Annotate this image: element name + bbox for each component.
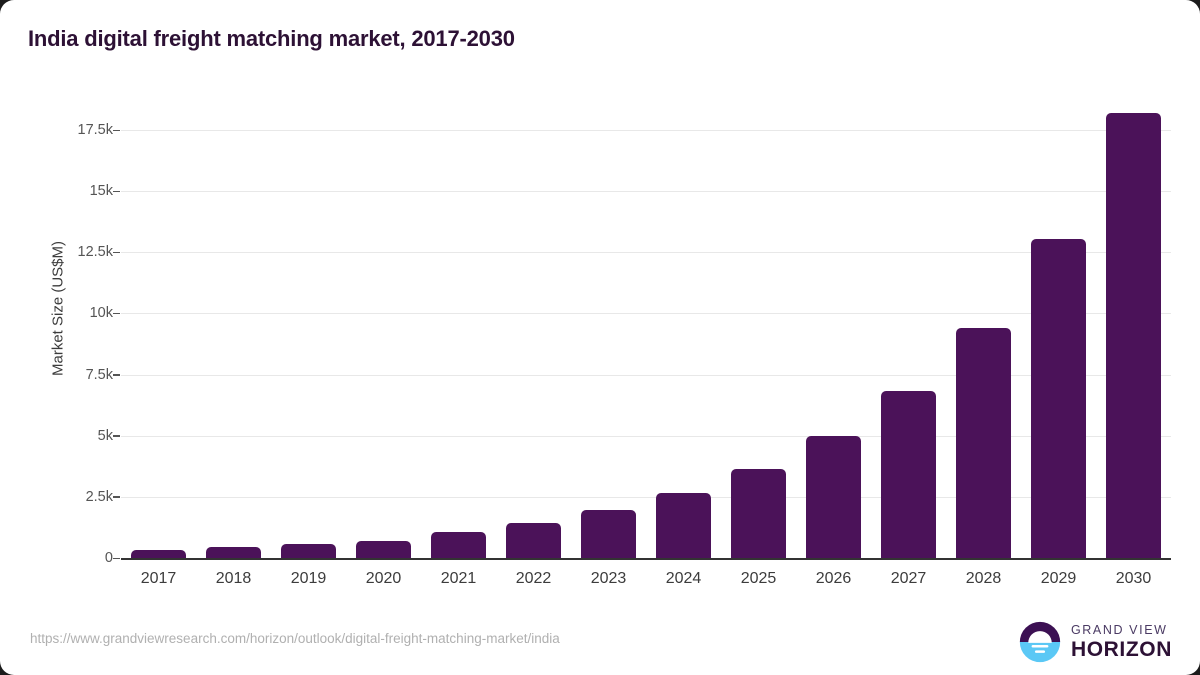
page-title: India digital freight matching market, 2… — [28, 26, 515, 51]
x-tick-label: 2028 — [965, 570, 1002, 587]
y-tick-label: 2.5k — [85, 488, 113, 505]
gridline — [121, 374, 1171, 376]
bar[interactable] — [206, 546, 261, 558]
horizon-logo-icon — [1019, 621, 1061, 663]
y-tick-label: 7.5k — [85, 366, 113, 383]
x-tick-label: 2022 — [515, 570, 552, 587]
y-tick-label: 17.5k — [77, 122, 113, 138]
gridline — [121, 130, 1171, 131]
bar[interactable] — [356, 540, 411, 558]
y-tick-label: 5k — [97, 427, 113, 444]
logo-line-1: GRAND VIEW — [1070, 622, 1168, 637]
y-tick-label: 0 — [104, 550, 113, 566]
bar[interactable] — [281, 544, 336, 558]
gridline — [121, 496, 1171, 498]
bar[interactable] — [506, 522, 561, 558]
x-tick-label: 2025 — [740, 570, 777, 587]
y-tick-mark — [113, 312, 120, 315]
x-tick-label: 2024 — [665, 570, 702, 587]
y-tick-label: 12.5k — [77, 244, 113, 261]
bars-group — [121, 0, 1171, 675]
bar[interactable] — [731, 469, 786, 558]
y-tick-mark — [113, 190, 120, 193]
y-tick-mark — [113, 129, 120, 131]
x-tick-label: 2020 — [365, 570, 402, 587]
x-tick-label: 2018 — [215, 570, 252, 587]
y-tick-mark — [113, 496, 120, 498]
brand-logo: GRAND VIEW HORIZON — [1019, 620, 1172, 664]
x-tick-label: 2029 — [1040, 570, 1077, 587]
bar[interactable] — [131, 549, 186, 558]
gridline — [121, 252, 1171, 254]
x-tick-label: 2030 — [1115, 570, 1152, 587]
y-tick-label: 10k — [89, 305, 113, 322]
y-tick-mark — [113, 435, 120, 437]
gridline — [121, 191, 1171, 193]
x-tick-label: 2023 — [590, 570, 627, 587]
y-tick-mark — [113, 374, 120, 376]
x-tick-label: 2019 — [290, 570, 327, 587]
logo-line-2: HORIZON — [1070, 638, 1172, 662]
bar[interactable] — [956, 328, 1011, 558]
source-url[interactable]: https://www.grandviewresearch.com/horizo… — [30, 631, 560, 646]
y-tick-mark — [113, 251, 120, 254]
bar[interactable] — [881, 391, 936, 558]
bar[interactable] — [1031, 238, 1086, 558]
y-tick-mark — [113, 557, 120, 559]
gridline — [121, 313, 1171, 315]
x-tick-label: 2017 — [140, 570, 177, 587]
bar[interactable] — [656, 493, 711, 558]
gridline — [121, 435, 1171, 437]
x-tick-label: 2026 — [815, 570, 852, 587]
y-tick-label: 15k — [89, 183, 113, 200]
bar[interactable] — [806, 435, 861, 558]
x-tick-label: 2021 — [440, 570, 477, 587]
bar[interactable] — [581, 509, 636, 558]
logo-wordmark: GRAND VIEW HORIZON — [1071, 624, 1172, 661]
x-tick-label: 2027 — [890, 570, 927, 587]
bar[interactable] — [431, 531, 486, 558]
axis-baseline — [121, 558, 1171, 560]
bar[interactable] — [1106, 112, 1161, 558]
